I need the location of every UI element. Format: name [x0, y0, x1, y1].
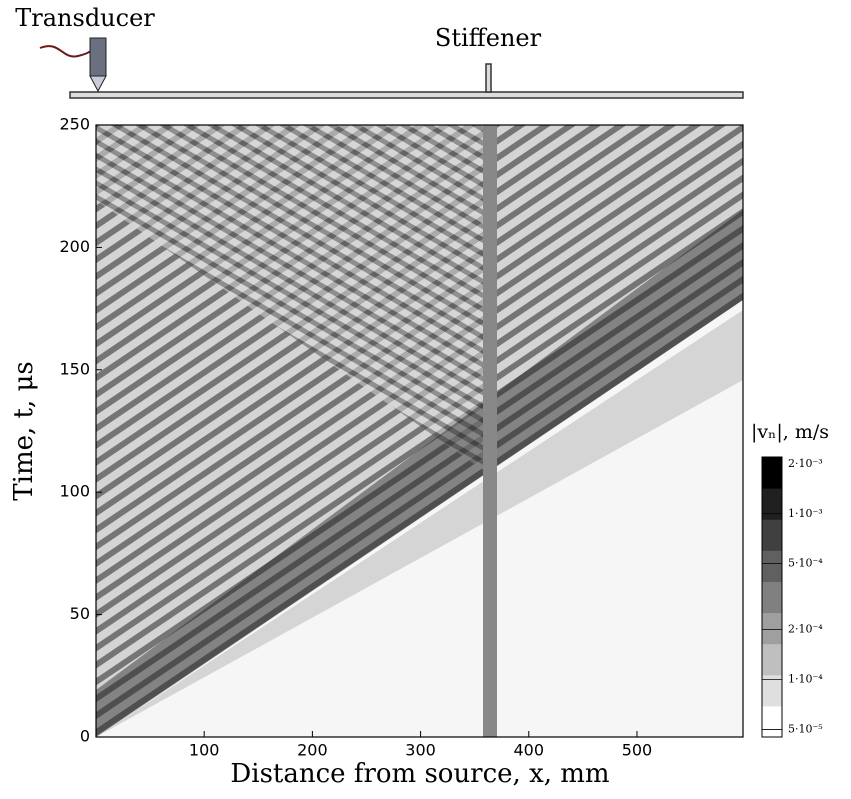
colorbar-band: [762, 550, 782, 582]
y-tick-label: 0: [80, 727, 90, 746]
y-tick-label: 100: [59, 482, 90, 501]
colorbar-tick-label: 2·10⁻³: [788, 457, 823, 470]
schematic: Transducer Stiffener: [15, 4, 744, 99]
cable: [39, 45, 93, 58]
colorbar-frame: [761, 456, 783, 738]
colorbar-band: [762, 519, 782, 551]
transducer-body: [89, 37, 107, 77]
x-tick-label: 100: [189, 741, 220, 760]
y-tick-label: 200: [59, 237, 90, 256]
colorbar-tick-label: 5·10⁻⁴: [788, 557, 823, 570]
transducer-tip: [89, 75, 107, 93]
colorbar-tick-label: 2·10⁻⁴: [788, 623, 823, 636]
x-tick-label: 300: [405, 741, 436, 760]
colorbar-band: [762, 705, 782, 738]
colorbar-label: |vₙ|, m/s: [751, 421, 829, 443]
colorbar-band: [762, 581, 782, 614]
x-tick-label: 200: [297, 741, 328, 760]
colorbar-band: [762, 612, 782, 645]
colorbar-tick-label: 1·10⁻⁴: [788, 673, 823, 686]
annotation: Stiffener: [435, 24, 542, 52]
colorbar-band: [762, 457, 782, 489]
plot-frame: [95, 124, 744, 738]
colorbar-tick-label: 5·10⁻⁵: [788, 722, 823, 735]
annotation: Transducer: [15, 4, 155, 32]
colorbar-band: [762, 674, 782, 707]
x-tick-label: 500: [622, 741, 653, 760]
y-tick-label: 250: [59, 115, 90, 134]
x-axis-label: Distance from source, x, mm: [230, 759, 609, 789]
y-axis-label: Time, t, μs: [9, 361, 39, 500]
colorbar-band: [762, 488, 782, 520]
colorbar-tick-label: 1·10⁻³: [788, 507, 823, 520]
plate: [69, 91, 744, 99]
x-tick-label: 400: [514, 741, 545, 760]
heatmap: [96, 125, 743, 737]
y-tick-label: 50: [70, 604, 90, 623]
y-tick-label: 150: [59, 359, 90, 378]
colorbar-band: [762, 643, 782, 676]
stiffener-sketch: [485, 63, 492, 93]
